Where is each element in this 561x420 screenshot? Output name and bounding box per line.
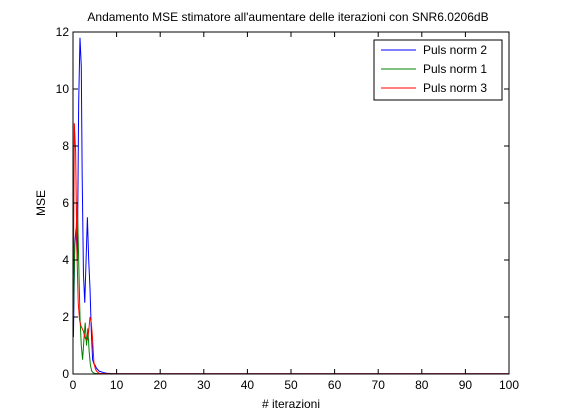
x-tick-label: 50 [284, 378, 298, 392]
x-tick-label: 10 [110, 378, 124, 392]
legend: Puls norm 2 Puls norm 1 Puls norm 3 [374, 40, 502, 100]
x-tick-label: 70 [372, 378, 386, 392]
y-tick-label: 12 [56, 25, 70, 39]
y-tick-label: 6 [62, 196, 69, 210]
y-axis-title: MSE [34, 190, 48, 216]
x-tick-label: 60 [328, 378, 342, 392]
legend-label-1: Puls norm 2 [423, 43, 487, 57]
x-tick-label: 90 [459, 378, 473, 392]
x-tick-label: 0 [70, 378, 77, 392]
x-tick-label: 30 [197, 378, 211, 392]
y-tick-label: 8 [62, 139, 69, 153]
x-tick-label: 40 [241, 378, 255, 392]
x-tick-label: 80 [415, 378, 429, 392]
legend-label-2: Puls norm 1 [423, 62, 487, 76]
x-tick-label: 20 [154, 378, 168, 392]
y-tick-label: 0 [62, 367, 69, 381]
x-tick-label: 100 [499, 378, 519, 392]
legend-label-3: Puls norm 3 [423, 81, 487, 95]
x-axis-title: # iterazioni [262, 397, 320, 411]
chart-title: Andamento MSE stimatore all'aumentare de… [87, 10, 488, 24]
y-tick-label: 10 [56, 82, 70, 96]
y-tick-label: 2 [62, 310, 69, 324]
y-tick-label: 4 [62, 253, 69, 267]
